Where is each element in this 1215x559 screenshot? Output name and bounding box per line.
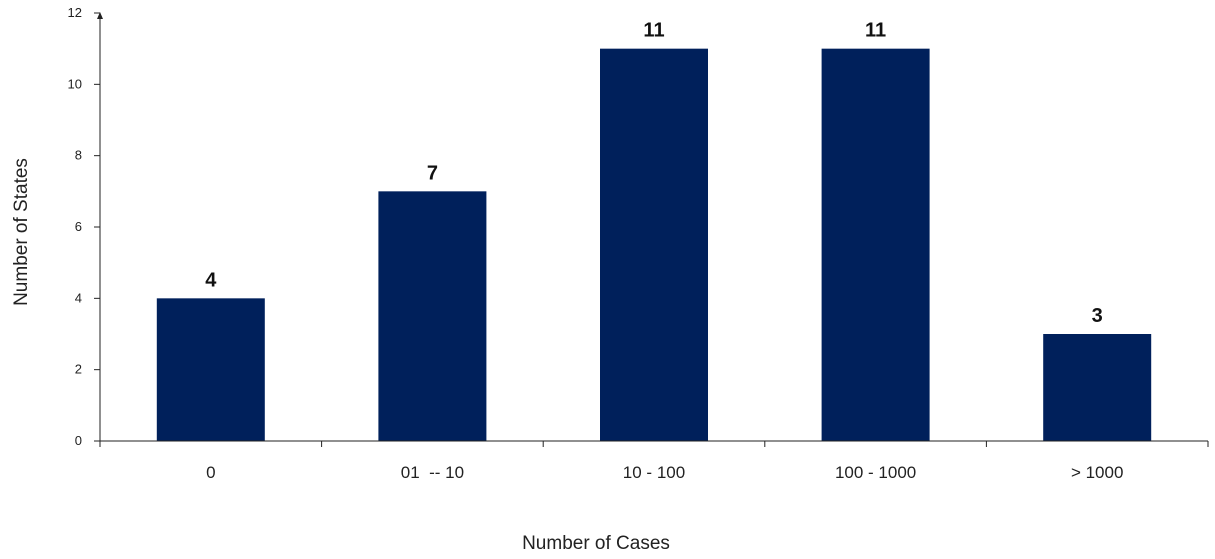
x-category-label: > 1000	[1071, 463, 1123, 482]
y-tick-label: 6	[75, 219, 82, 234]
plot-area: 4 7 11 11 3	[156, 20, 1152, 442]
data-label: 11	[865, 20, 886, 42]
bar	[378, 191, 487, 441]
y-axis-ticks: 0 2 4 6 8 10 12	[68, 5, 100, 448]
x-axis-ticks: 0 01 -- 10 10 - 100 100 - 1000 > 1000	[99, 441, 1209, 482]
x-category-label: 0	[206, 463, 215, 482]
y-axis-arrow-icon	[97, 12, 103, 19]
data-label: 11	[643, 20, 664, 42]
y-axis-title: Number of States	[11, 158, 32, 306]
x-category-label: 10 - 100	[623, 463, 685, 482]
bar	[821, 48, 930, 442]
data-label: 3	[1092, 305, 1103, 327]
x-category-label: 100 - 1000	[835, 463, 916, 482]
bar	[156, 298, 265, 441]
y-tick-label: 8	[75, 148, 82, 163]
data-label: 7	[427, 162, 438, 184]
bar	[1043, 334, 1152, 441]
y-tick-label: 2	[75, 362, 82, 377]
x-axis-title: Number of Cases	[522, 533, 670, 554]
y-tick-label: 12	[68, 5, 82, 20]
y-tick-label: 10	[68, 76, 82, 91]
bar	[600, 48, 708, 442]
x-category-label: 01 -- 10	[401, 463, 464, 482]
data-label: 4	[205, 269, 217, 291]
y-tick-label: 0	[75, 433, 82, 448]
y-tick-label: 4	[75, 290, 82, 305]
